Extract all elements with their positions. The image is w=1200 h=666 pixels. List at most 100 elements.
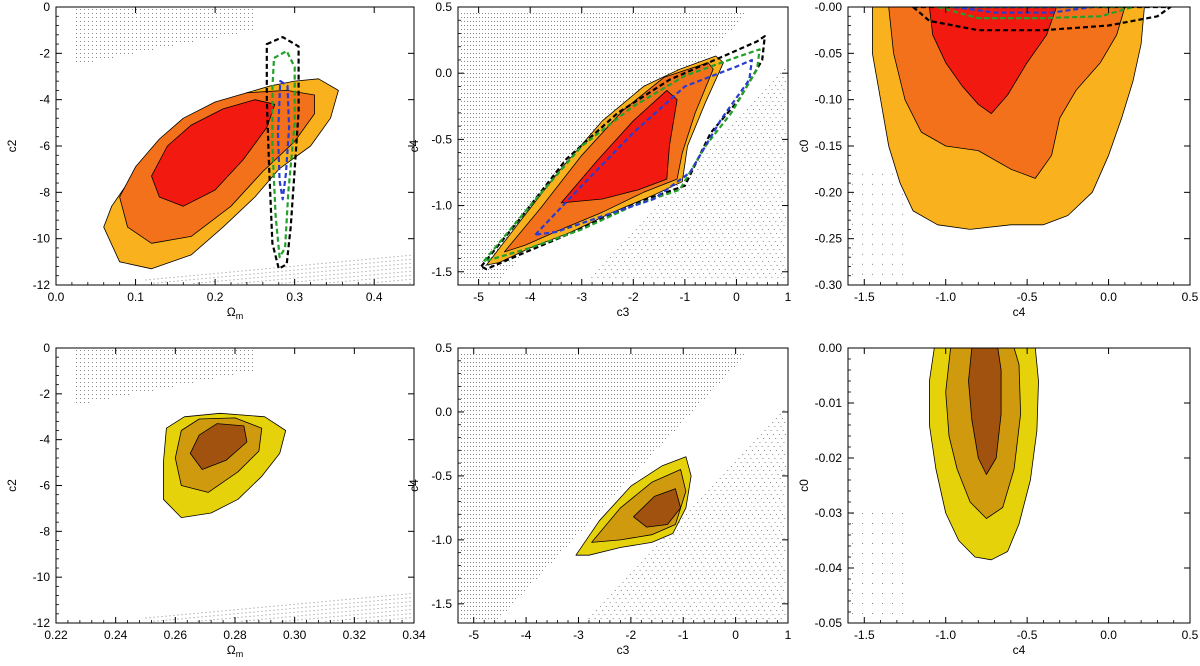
- x-tick-label: -1.0: [935, 628, 956, 642]
- dashed-contour-green: [482, 48, 761, 263]
- y-tick-label: -0.5: [431, 469, 452, 483]
- x-tick-label: -5: [468, 628, 479, 642]
- contour-38pct: [151, 99, 276, 207]
- dashed-contour-black: [265, 35, 300, 270]
- x-tick-label: 0.0: [1100, 290, 1117, 304]
- y-tick-label: -0.01: [815, 396, 843, 410]
- x-axis-label: c3: [617, 305, 630, 319]
- y-tick-label: -1.5: [431, 265, 452, 279]
- x-tick-label: -0.5: [1017, 290, 1038, 304]
- x-tick-label: 1: [785, 628, 792, 642]
- panel-top-mid: -5 -4 -3 -2 -1 0 1 -1.5 -1.0 -0.5 0.0 0.5 c3 c4: [407, 0, 792, 319]
- y-tick-label: -0.30: [815, 278, 843, 292]
- x-tick-label: -2: [628, 290, 639, 304]
- dashed-contour-blue: [952, 7, 1094, 14]
- x-tick-label: 0: [733, 290, 740, 304]
- contour-38pct: [968, 348, 1002, 475]
- y-axis-label: c4: [407, 479, 421, 492]
- y-tick-label: -0.03: [815, 506, 843, 520]
- dot-texture: [76, 350, 411, 622]
- y-tick-label: -8: [39, 185, 50, 199]
- plot-area: [852, 348, 1039, 614]
- y-tick-label: -12: [33, 278, 51, 292]
- y-tick-label: 0.0: [435, 66, 452, 80]
- panel-bottom-mid: -5 -4 -3 -2 -1 0 1 -1.5 -1.0 -0.5 0.0 0.5 c3 c4: [407, 341, 792, 657]
- y-tick-label: 0: [43, 341, 50, 355]
- dot-texture: [461, 354, 786, 619]
- y-tick-label: -10: [33, 232, 51, 246]
- y-axis-label: c2: [5, 139, 19, 152]
- x-tick-label: 0.34: [402, 628, 426, 642]
- y-tick-label: -0.05: [815, 616, 843, 630]
- panel-top-left: 0.0 0.1 0.2 0.3 0.4 -12 -10 -8 -6 -4 -2 0 Ωm c2: [5, 0, 415, 321]
- x-tick-label: 0.4: [366, 290, 383, 304]
- contour-38pct: [929, 7, 1057, 114]
- x-tick-label: 0.30: [283, 628, 307, 642]
- x-tick-label: 0.3: [286, 290, 303, 304]
- y-tick-label: -0.04: [815, 561, 843, 575]
- x-tick-label: 0.24: [104, 628, 128, 642]
- dashed-contour-green: [271, 49, 296, 259]
- y-tick-label: -0.20: [815, 185, 843, 199]
- x-tick-label: -1: [680, 290, 691, 304]
- plot-area: [76, 9, 411, 284]
- y-tick-label: -0.00: [815, 0, 843, 14]
- x-tick-label: -1: [678, 628, 689, 642]
- plot-area: [852, 7, 1172, 275]
- x-tick-label: 0.22: [44, 628, 68, 642]
- x-axis-label: c4: [1013, 305, 1026, 319]
- x-tick-label: -1.0: [935, 290, 956, 304]
- x-tick-label: -1.5: [854, 628, 875, 642]
- x-tick-label: -2: [626, 628, 637, 642]
- plot-area: [461, 354, 786, 619]
- y-axis-label: c0: [797, 479, 811, 492]
- x-tick-label: 0.32: [343, 628, 367, 642]
- panel-top-right: -1.5 -1.0 -0.5 0.0 0.5 -0.30 -0.25 -0.20 -0.15 -0…: [797, 0, 1199, 319]
- y-tick-label: 0.5: [435, 0, 452, 14]
- y-tick-label: -0.15: [815, 139, 843, 153]
- x-tick-label: -5: [473, 290, 484, 304]
- contour-38pct: [633, 488, 681, 528]
- plot-area: [461, 13, 786, 278]
- dot-texture: [76, 9, 411, 284]
- x-tick-label: -3: [573, 628, 584, 642]
- x-tick-label: -1.5: [854, 290, 875, 304]
- y-tick-label: -6: [39, 479, 50, 493]
- x-tick-label: 0.5: [1182, 290, 1199, 304]
- y-tick-label: -0.05: [815, 46, 843, 60]
- panel-bottom-left: 0.22 0.24 0.26 0.28 0.30 0.32 0.34 -12 -10 -8 -6 -4…: [5, 341, 426, 659]
- y-tick-label: -0.02: [815, 451, 843, 465]
- x-axis-label: c3: [617, 643, 630, 657]
- y-tick-label: -2: [39, 46, 50, 60]
- x-tick-label: 0.5: [1182, 628, 1199, 642]
- x-axis-label: Ωm: [227, 643, 243, 659]
- y-tick-label: -10: [33, 570, 51, 584]
- x-tick-label: 0.0: [48, 290, 65, 304]
- y-tick-label: -0.5: [431, 132, 452, 146]
- y-tick-label: -2: [39, 387, 50, 401]
- y-axis-label: c2: [5, 479, 19, 492]
- y-tick-label: -12: [33, 616, 51, 630]
- x-tick-label: -3: [576, 290, 587, 304]
- dashed-contour-green: [936, 7, 1135, 20]
- contour-38pct: [189, 423, 248, 470]
- y-tick-label: -4: [39, 93, 50, 107]
- x-axis-label: c4: [1013, 643, 1026, 657]
- y-axis-label: c0: [797, 139, 811, 152]
- x-tick-label: 0.1: [127, 290, 144, 304]
- x-tick-label: 0.28: [223, 628, 247, 642]
- x-axis-label: Ωm: [227, 305, 243, 321]
- x-tick-label: 0.0: [1100, 628, 1117, 642]
- dashed-contour-black: [911, 7, 1172, 32]
- y-tick-label: 0.5: [435, 341, 452, 355]
- panel-bottom-right: -1.5 -1.0 -0.5 0.0 0.5 -0.05 -0.04 -0.03 -0.02 -0…: [797, 341, 1199, 657]
- y-tick-label: -1.0: [431, 533, 452, 547]
- y-tick-label: -0.10: [815, 93, 843, 107]
- plot-frame: [847, 347, 1191, 624]
- dot-texture: [852, 173, 903, 275]
- plot-frame: [457, 347, 789, 624]
- dot-texture: [852, 513, 903, 614]
- x-tick-label: 1: [785, 290, 792, 304]
- x-tick-label: -0.5: [1017, 628, 1038, 642]
